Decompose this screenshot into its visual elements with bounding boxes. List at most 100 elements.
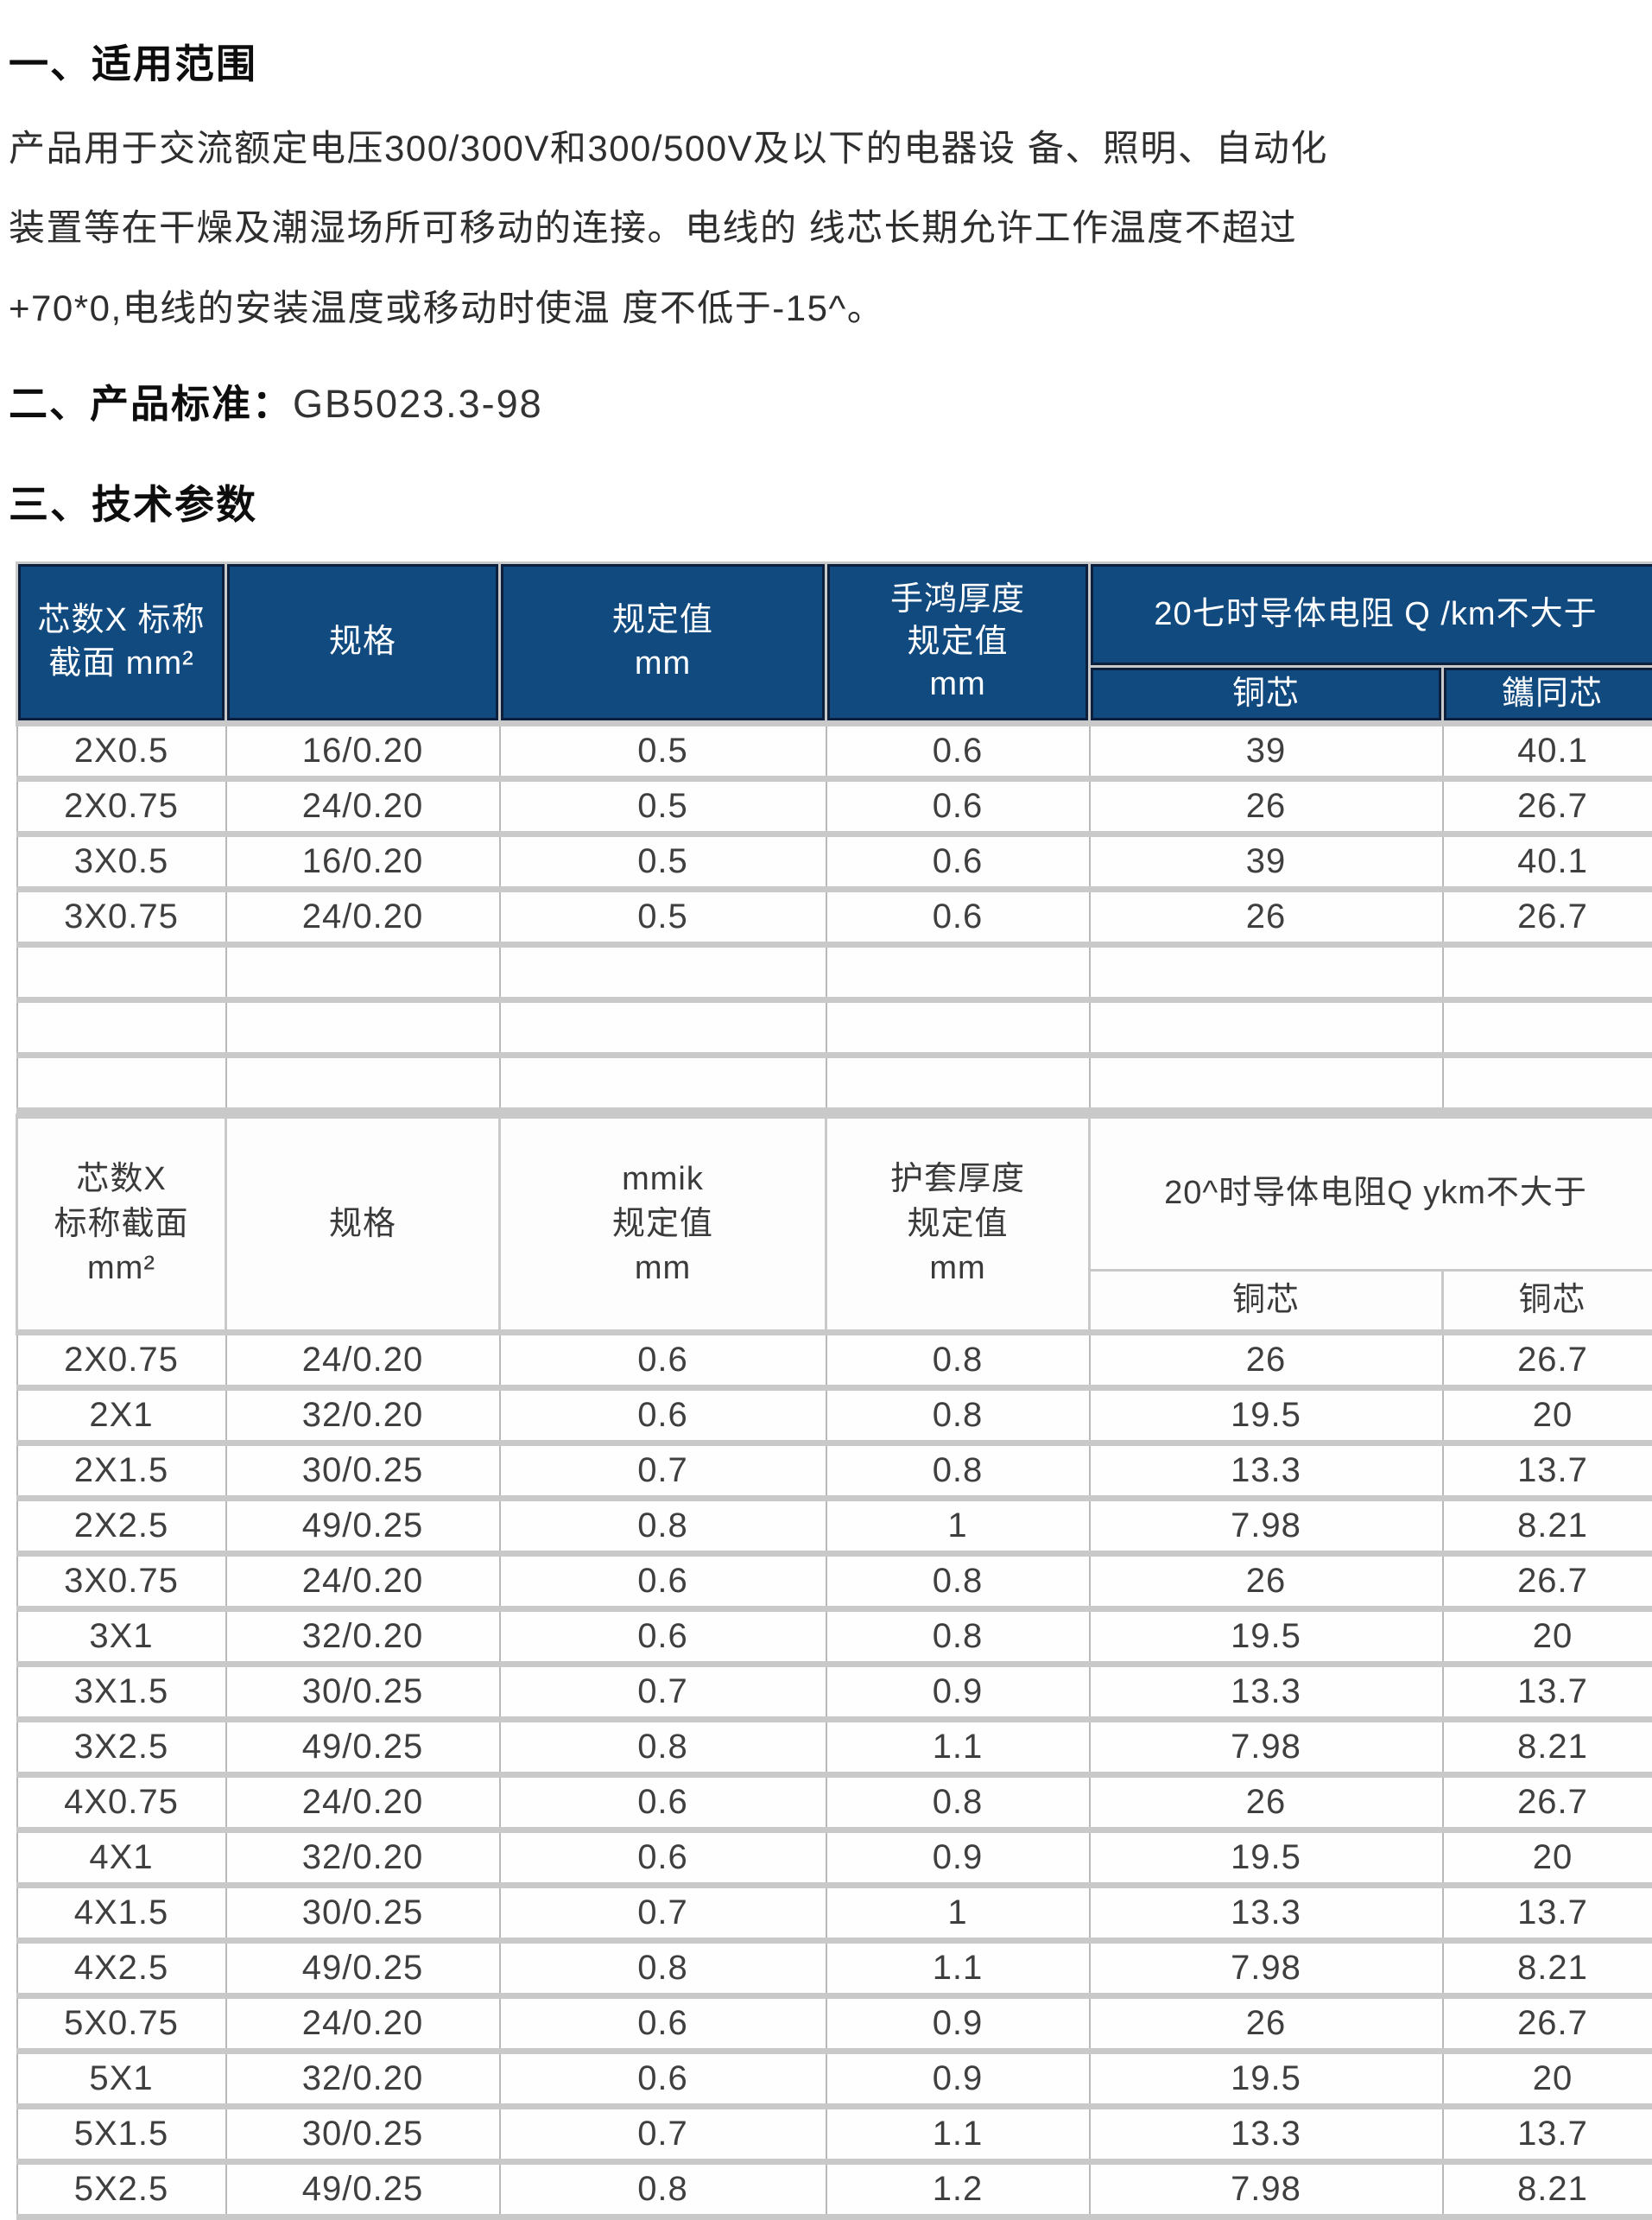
table-cell: 0.5 [500,834,826,890]
table-cell: 19.5 [1090,1609,1443,1665]
table-cell: 30/0.25 [226,2107,500,2162]
table-cell: 24/0.20 [226,1554,500,1609]
table-cell: 20 [1443,1830,1652,1886]
table-cell: 0.7 [500,1443,826,1499]
table-cell: 0.6 [500,1775,826,1830]
table-cell [17,945,226,1000]
table-cell: 0.6 [500,1996,826,2052]
table-cell: 0.6 [826,834,1090,890]
table-cell: 13.7 [1443,2107,1652,2162]
section-heading-scope: 一、适用范围 [9,33,1647,90]
header-copper-core: 铜芯 [1090,666,1443,723]
table-cell: 7.98 [1090,1720,1443,1775]
table-cell: 0.8 [826,1333,1090,1388]
table-cell [226,1000,500,1056]
table-cell: 2X2.5 [17,1499,226,1554]
table-cell: 3X0.75 [17,1554,226,1609]
table-cell: 16/0.20 [226,724,500,779]
table-cell: 4X0.75 [17,1775,226,1830]
table-cell: 3X1 [17,1609,226,1665]
table-cell [1443,1056,1652,1111]
table-cell: 1.1 [826,2107,1090,2162]
table-cell: 7.98 [1090,1941,1443,1996]
table-cell: 26.7 [1443,1554,1652,1609]
table-cell: 49/0.25 [226,1499,500,1554]
table-cell [500,945,826,1000]
header-insulation-specified-value: mmik 规定值 mm [500,1116,826,1332]
table-cell: 24/0.20 [226,1775,500,1830]
table-cell [500,1000,826,1056]
table-cell: 5X0.75 [17,1996,226,2052]
table-cell: 0.8 [500,1941,826,1996]
table-cell: 13.3 [1090,1443,1443,1499]
table-cell [1090,1056,1443,1111]
header-specification: 规格 [226,562,500,723]
header-core-count-section: 芯数X 标称 截面 mm² [17,562,226,723]
table-cell: 19.5 [1090,2052,1443,2107]
table-cell: 39 [1090,834,1443,890]
table-cell: 0.6 [500,1554,826,1609]
table-cell [826,1000,1090,1056]
table-cell: 30/0.25 [226,1886,500,1941]
table-cell: 3X0.75 [17,890,226,945]
header-specified-value-mm: 规定值 mm [500,562,826,723]
table-cell: 1.2 [826,2162,1090,2217]
table-cell: 2X0.75 [17,1333,226,1388]
table-cell: 20 [1443,1388,1652,1443]
table-cell: 0.5 [500,890,826,945]
table-cell: 0.8 [500,1720,826,1775]
table-cell: 0.6 [500,1830,826,1886]
table-cell: 13.7 [1443,1886,1652,1941]
table-cell [1090,945,1443,1000]
section-heading-parameters: 三、技术参数 [9,473,1647,530]
table-cell: 1 [826,1499,1090,1554]
table-cell: 3X1.5 [17,1665,226,1720]
table-cell: 1.1 [826,1941,1090,1996]
section-heading-standard: 二、产品标准：GB5023.3-98 [9,372,1647,428]
scope-paragraph-line-3: +70*0,电线的安装温度或移动时使温 度不低于-15^。 [9,288,1647,329]
table-cell: 0.8 [500,2162,826,2217]
table-cell: 4X1.5 [17,1886,226,1941]
table-cell: 26 [1090,890,1443,945]
table-cell: 0.7 [500,1886,826,1941]
table-cell: 1 [826,1886,1090,1941]
table-cell: 49/0.25 [226,1941,500,1996]
table-cell: 0.6 [500,1333,826,1388]
table-cell [826,945,1090,1000]
table-cell: 5X2.5 [17,2162,226,2217]
table-row [17,1000,1652,1056]
header-specification: 规格 [226,1116,500,1332]
table-cell: 2X0.75 [17,779,226,834]
table-cell: 0.8 [826,1609,1090,1665]
table-cell: 0.8 [826,1443,1090,1499]
scope-paragraph-line-1: 产品用于交流额定电压300/300V和300/500V及以下的电器设 备、照明、… [9,128,1647,169]
table-cell: 0.6 [826,890,1090,945]
table-cell: 0.6 [826,724,1090,779]
table-cell: 49/0.25 [226,2162,500,2217]
header-tinned-core: 鑴同芯 [1443,666,1652,723]
table-cell: 0.7 [500,2107,826,2162]
table-cell: 3X2.5 [17,1720,226,1775]
table-cell: 0.9 [826,1665,1090,1720]
table-cell: 26 [1090,1333,1443,1388]
table-row [17,1056,1652,1111]
table-cell: 0.8 [826,1554,1090,1609]
table-cell: 13.3 [1090,1665,1443,1720]
standard-value: GB5023.3-98 [293,382,543,426]
table-cell: 39 [1090,724,1443,779]
table-cell: 2X1 [17,1388,226,1443]
table-cell: 20 [1443,2052,1652,2107]
sheath-parameters-table-wrap: 芯数X 标称截面 mm² 规格 mmik 规定值 mm 护套厚度 规定值 mm … [9,1113,1647,2220]
